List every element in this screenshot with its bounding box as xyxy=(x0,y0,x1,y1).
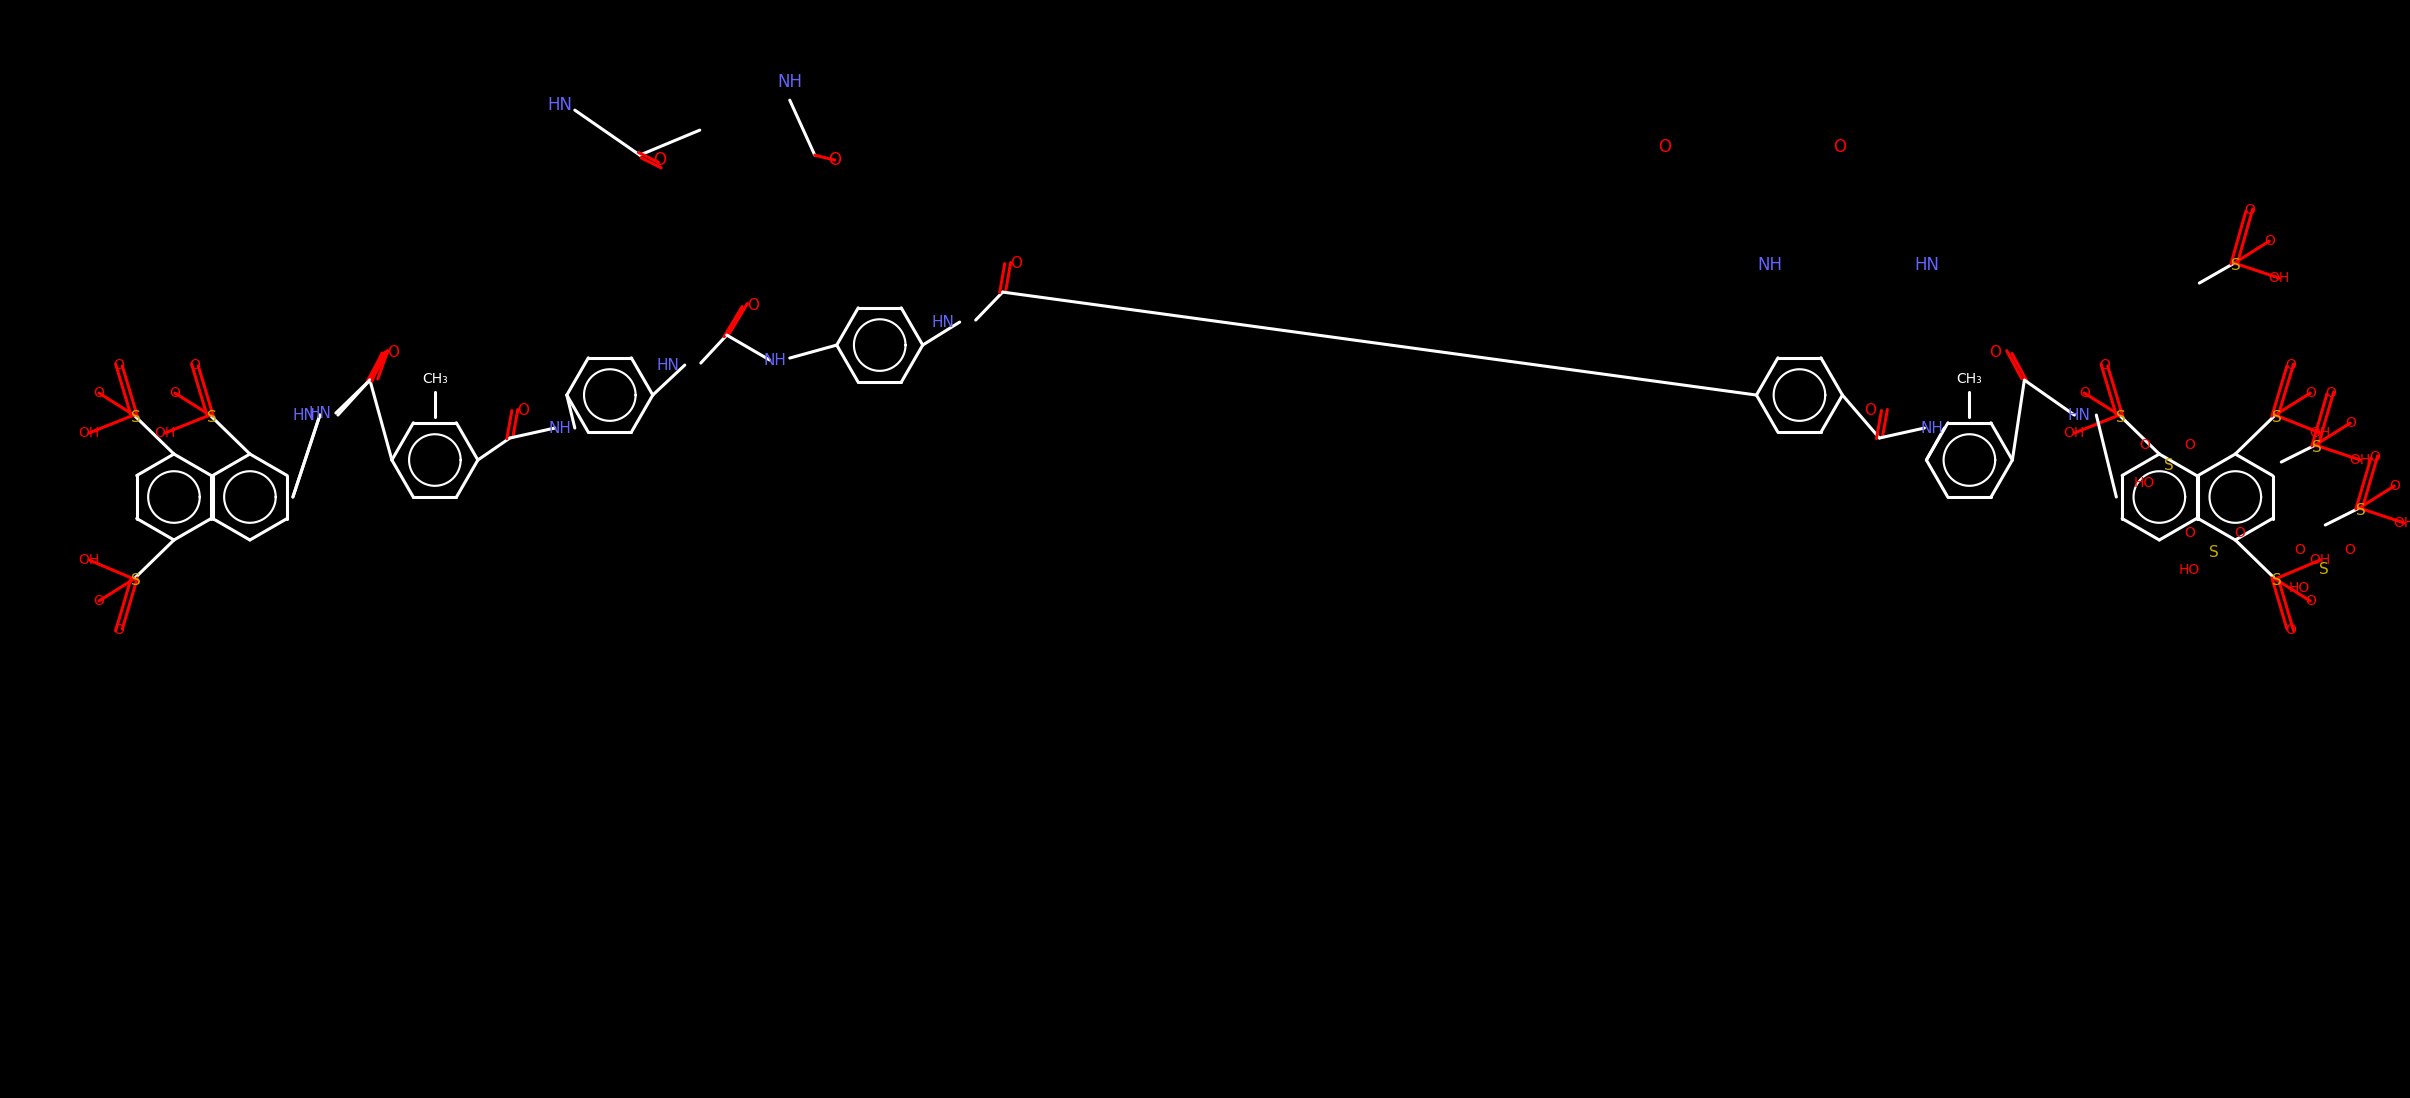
Text: S: S xyxy=(130,410,140,425)
Text: HN: HN xyxy=(292,407,316,423)
Text: HN: HN xyxy=(1914,256,1940,274)
Text: S: S xyxy=(2318,562,2328,578)
Text: O: O xyxy=(653,152,665,169)
Text: S: S xyxy=(2164,458,2174,472)
Text: OH: OH xyxy=(2063,426,2085,440)
Text: OH: OH xyxy=(80,426,99,440)
Text: HN: HN xyxy=(547,97,571,114)
Text: OH: OH xyxy=(2350,453,2371,467)
Text: O: O xyxy=(113,358,125,372)
Text: S: S xyxy=(207,410,217,425)
Text: O: O xyxy=(1865,403,1877,417)
Text: S: S xyxy=(2210,546,2220,560)
Text: CH₃: CH₃ xyxy=(422,372,448,386)
Text: NH: NH xyxy=(1921,421,1945,436)
Text: S: S xyxy=(130,573,140,589)
Text: HO: HO xyxy=(2179,563,2200,576)
Text: HN: HN xyxy=(308,405,330,421)
Text: O: O xyxy=(2099,358,2109,372)
Text: OH: OH xyxy=(2393,516,2410,530)
Text: OH: OH xyxy=(2309,426,2330,440)
Text: O: O xyxy=(2285,623,2297,637)
Text: O: O xyxy=(2080,386,2089,400)
Text: S: S xyxy=(2232,258,2241,272)
Text: O: O xyxy=(2294,544,2304,557)
Text: O: O xyxy=(2345,416,2355,430)
Text: HO: HO xyxy=(2133,477,2155,490)
Text: O: O xyxy=(1834,138,1846,156)
Text: O: O xyxy=(2326,386,2335,400)
Text: O: O xyxy=(2304,386,2316,400)
Text: O: O xyxy=(1988,345,2000,359)
Text: OH: OH xyxy=(2309,553,2330,567)
Text: O: O xyxy=(2285,358,2297,372)
Text: NH: NH xyxy=(1757,256,1781,274)
Text: O: O xyxy=(747,298,759,313)
Text: O: O xyxy=(169,386,181,400)
Text: HN: HN xyxy=(933,314,954,329)
Text: S: S xyxy=(2273,410,2282,425)
Text: O: O xyxy=(2183,438,2196,452)
Text: O: O xyxy=(190,358,200,372)
Text: HN: HN xyxy=(658,358,680,372)
Text: O: O xyxy=(2304,594,2316,608)
Text: O: O xyxy=(2263,234,2275,248)
Text: S: S xyxy=(2314,439,2323,455)
Text: O: O xyxy=(2345,544,2355,557)
Text: OH: OH xyxy=(2268,271,2290,285)
Text: S: S xyxy=(2273,573,2282,589)
Text: CH₃: CH₃ xyxy=(1957,372,1983,386)
Text: O: O xyxy=(1010,256,1022,270)
Text: NH: NH xyxy=(778,74,803,91)
Text: S: S xyxy=(2116,410,2126,425)
Text: OH: OH xyxy=(80,553,99,567)
Text: O: O xyxy=(1658,138,1670,156)
Text: O: O xyxy=(516,403,528,417)
Text: OH: OH xyxy=(154,426,176,440)
Text: O: O xyxy=(388,345,400,359)
Text: O: O xyxy=(94,386,104,400)
Text: O: O xyxy=(2140,438,2150,452)
Text: O: O xyxy=(829,152,841,169)
Text: O: O xyxy=(2234,526,2244,540)
Text: S: S xyxy=(2357,503,2367,517)
Text: O: O xyxy=(94,594,104,608)
Text: HO: HO xyxy=(2290,581,2309,595)
Text: O: O xyxy=(113,623,125,637)
Text: O: O xyxy=(2369,450,2379,464)
Text: O: O xyxy=(2244,203,2256,217)
Text: O: O xyxy=(2183,526,2196,540)
Text: NH: NH xyxy=(764,352,786,368)
Text: O: O xyxy=(2388,479,2400,493)
Text: HN: HN xyxy=(2068,407,2092,423)
Text: NH: NH xyxy=(549,421,571,436)
